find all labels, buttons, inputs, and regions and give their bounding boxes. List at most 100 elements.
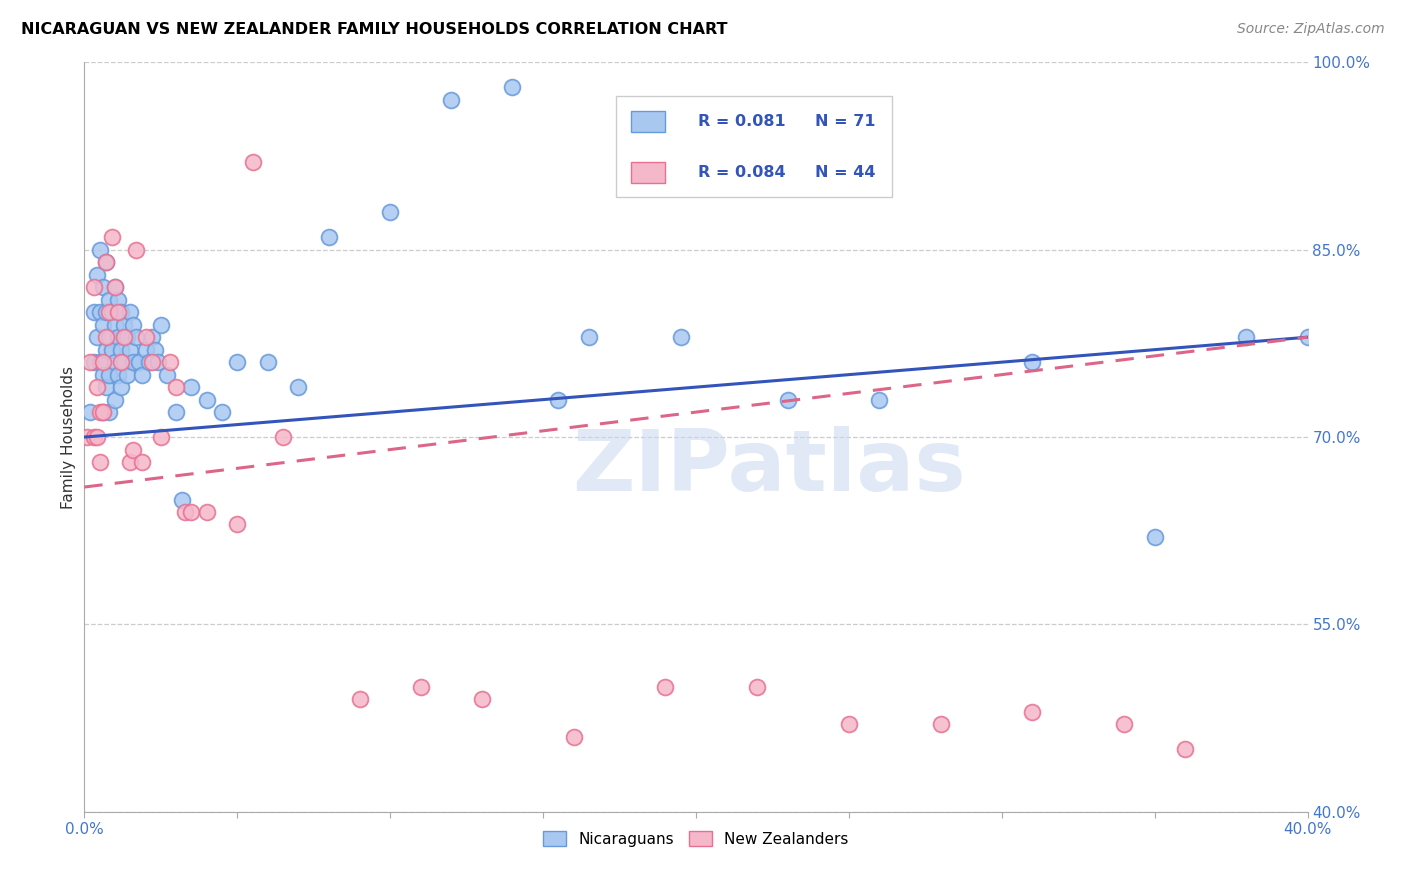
Point bbox=[131, 368, 153, 382]
Point bbox=[110, 355, 132, 369]
Point bbox=[112, 355, 135, 369]
Point bbox=[104, 355, 127, 369]
Point bbox=[1296, 330, 1319, 344]
Text: R = 0.084: R = 0.084 bbox=[699, 164, 786, 179]
Point bbox=[1174, 742, 1197, 756]
Point bbox=[257, 355, 280, 369]
Point bbox=[76, 430, 98, 444]
Point bbox=[271, 430, 294, 444]
Point bbox=[89, 405, 111, 419]
Point bbox=[1021, 705, 1043, 719]
Point bbox=[287, 380, 309, 394]
Point bbox=[838, 717, 860, 731]
Point bbox=[776, 392, 799, 407]
Point bbox=[180, 505, 202, 519]
Point bbox=[79, 405, 101, 419]
Point bbox=[91, 405, 114, 419]
Point bbox=[440, 93, 463, 107]
Point bbox=[91, 318, 114, 332]
Point bbox=[104, 280, 127, 294]
Y-axis label: Family Households: Family Households bbox=[60, 366, 76, 508]
FancyBboxPatch shape bbox=[616, 96, 891, 197]
Text: ZIPatlas: ZIPatlas bbox=[572, 425, 966, 508]
Point bbox=[174, 505, 197, 519]
Point bbox=[91, 280, 114, 294]
Point bbox=[107, 330, 129, 344]
Point bbox=[502, 80, 524, 95]
Point bbox=[94, 330, 117, 344]
Point bbox=[1021, 355, 1043, 369]
Point bbox=[120, 305, 142, 319]
Text: R = 0.081: R = 0.081 bbox=[699, 114, 786, 129]
Point bbox=[146, 355, 169, 369]
Point bbox=[195, 505, 218, 519]
Bar bbox=[631, 111, 665, 132]
Point bbox=[125, 243, 148, 257]
Point bbox=[101, 230, 124, 244]
Point bbox=[143, 343, 166, 357]
Point bbox=[89, 305, 111, 319]
Point bbox=[94, 255, 117, 269]
Point bbox=[97, 405, 120, 419]
Point bbox=[226, 355, 249, 369]
Point bbox=[83, 430, 105, 444]
Point bbox=[101, 343, 124, 357]
Point bbox=[869, 392, 891, 407]
Point bbox=[654, 680, 676, 694]
Point bbox=[349, 692, 371, 706]
Point bbox=[226, 517, 249, 532]
Point bbox=[380, 205, 402, 219]
Point bbox=[94, 255, 117, 269]
Point bbox=[122, 442, 145, 457]
Legend: Nicaraguans, New Zealanders: Nicaraguans, New Zealanders bbox=[537, 824, 855, 853]
Point bbox=[562, 730, 585, 744]
Text: N = 44: N = 44 bbox=[814, 164, 875, 179]
Point bbox=[125, 330, 148, 344]
Point bbox=[138, 355, 160, 369]
Point bbox=[89, 355, 111, 369]
Text: Source: ZipAtlas.com: Source: ZipAtlas.com bbox=[1237, 22, 1385, 37]
Point bbox=[97, 330, 120, 344]
Point bbox=[747, 680, 769, 694]
Point bbox=[547, 392, 569, 407]
Point bbox=[128, 355, 150, 369]
Point bbox=[120, 455, 142, 469]
Point bbox=[94, 380, 117, 394]
Point bbox=[97, 368, 120, 382]
Point bbox=[131, 455, 153, 469]
Point bbox=[1143, 530, 1166, 544]
Point bbox=[86, 430, 108, 444]
Point bbox=[107, 293, 129, 307]
Point bbox=[141, 330, 163, 344]
Text: NICARAGUAN VS NEW ZEALANDER FAMILY HOUSEHOLDS CORRELATION CHART: NICARAGUAN VS NEW ZEALANDER FAMILY HOUSE… bbox=[21, 22, 727, 37]
Point bbox=[97, 305, 120, 319]
Point bbox=[83, 280, 105, 294]
Point bbox=[112, 330, 135, 344]
Point bbox=[409, 680, 432, 694]
Point bbox=[94, 305, 117, 319]
Point bbox=[242, 155, 264, 169]
Point bbox=[89, 243, 111, 257]
Point bbox=[83, 355, 105, 369]
Point bbox=[110, 380, 132, 394]
Point bbox=[135, 330, 157, 344]
Point bbox=[578, 330, 600, 344]
Point bbox=[115, 330, 138, 344]
Point bbox=[83, 305, 105, 319]
Text: N = 71: N = 71 bbox=[814, 114, 875, 129]
Point bbox=[110, 305, 132, 319]
Point bbox=[195, 392, 218, 407]
Point bbox=[120, 343, 142, 357]
Point bbox=[97, 293, 120, 307]
Point bbox=[211, 405, 233, 419]
Point bbox=[122, 355, 145, 369]
Point bbox=[91, 405, 114, 419]
Point bbox=[104, 280, 127, 294]
Point bbox=[101, 305, 124, 319]
Point bbox=[94, 343, 117, 357]
Point bbox=[104, 392, 127, 407]
Point bbox=[165, 380, 187, 394]
Point bbox=[86, 380, 108, 394]
Point bbox=[91, 368, 114, 382]
Point bbox=[180, 380, 202, 394]
